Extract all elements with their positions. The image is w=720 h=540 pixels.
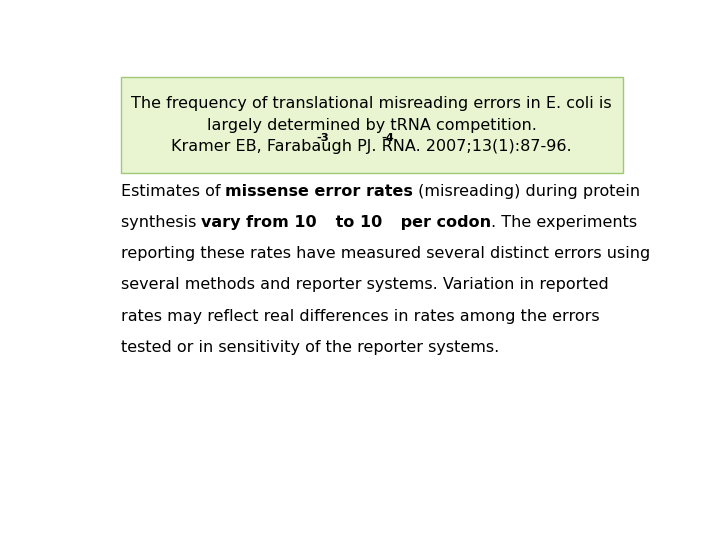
Text: . The experiments: . The experiments — [491, 215, 637, 230]
FancyBboxPatch shape — [121, 77, 623, 173]
Text: Estimates of: Estimates of — [121, 184, 225, 199]
Text: per codon: per codon — [395, 215, 491, 230]
Text: vary from 10: vary from 10 — [201, 215, 317, 230]
Text: tested or in sensitivity of the reporter systems.: tested or in sensitivity of the reporter… — [121, 340, 499, 355]
Text: reporting these rates have measured several distinct errors using: reporting these rates have measured seve… — [121, 246, 650, 261]
Text: synthesis: synthesis — [121, 215, 201, 230]
Text: missense error rates: missense error rates — [225, 184, 413, 199]
Text: -4: -4 — [382, 133, 395, 143]
Text: (misreading) during protein: (misreading) during protein — [413, 184, 640, 199]
Text: -3: -3 — [317, 133, 330, 143]
Text: The frequency of translational misreading errors in E. coli is
largely determine: The frequency of translational misreadin… — [132, 96, 612, 154]
Text: rates may reflect real differences in rates among the errors: rates may reflect real differences in ra… — [121, 308, 599, 323]
Text: to 10: to 10 — [330, 215, 382, 230]
Text: several methods and reporter systems. Variation in reported: several methods and reporter systems. Va… — [121, 278, 608, 292]
